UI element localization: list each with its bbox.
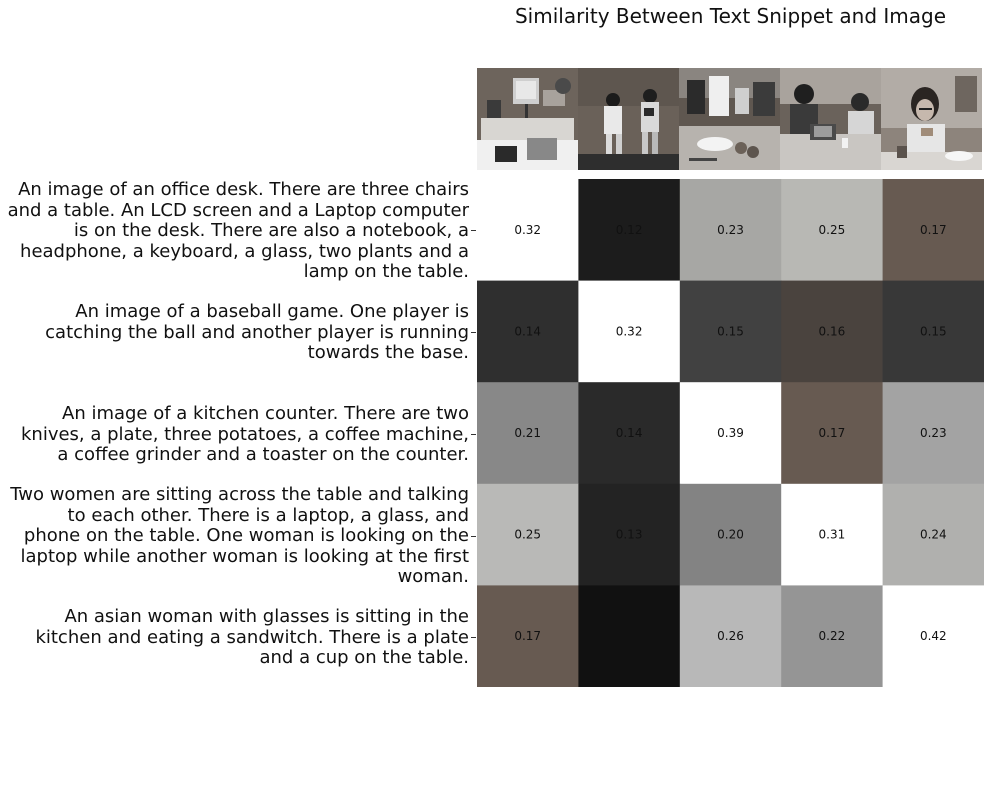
- heatmap-cell: [781, 179, 884, 282]
- heatmap-cell-value: 0.25: [514, 528, 541, 542]
- row-label-two-women: Two women are sitting across the table a…: [10, 484, 469, 587]
- heatmap-cell: [679, 179, 782, 282]
- heatmap-cell: [882, 382, 984, 485]
- heatmap-cell-value: 0.15: [920, 324, 947, 338]
- row-label-kitchen: An image of a kitchen counter. There are…: [20, 403, 469, 465]
- image-thumbnail-strip: [477, 68, 984, 170]
- heatmap-cell: [477, 179, 579, 282]
- heatmap-cell: [477, 585, 579, 687]
- heatmap-cell: [477, 382, 579, 485]
- heatmap-cell: [679, 585, 782, 687]
- heatmap-cell-value: 0.24: [920, 528, 947, 542]
- heatmap-cell: [882, 179, 984, 282]
- heatmap-cell: [882, 483, 984, 586]
- office-desk-photo: [477, 68, 578, 170]
- heatmap-cell: [679, 382, 782, 485]
- woman-eating-photo: [881, 68, 982, 170]
- heatmap-cell-value: 0.16: [819, 324, 846, 338]
- heatmap-cell-value: 0.12: [616, 223, 643, 237]
- heatmap-cell-value: 0.13: [616, 528, 643, 542]
- y-tick: [471, 637, 476, 638]
- heatmap-cell: [578, 585, 681, 687]
- heatmap-cell-value: 0.32: [514, 223, 541, 237]
- heatmap-cell-value: 0.21: [514, 426, 541, 440]
- heatmap-cell: [882, 280, 984, 383]
- heatmap-cell-value: 0.23: [717, 223, 744, 237]
- y-tick: [471, 332, 476, 333]
- heatmap-cell-value: 0.17: [819, 426, 846, 440]
- heatmap-cell: [679, 280, 782, 383]
- heatmap-cell-value: 0.39: [717, 426, 744, 440]
- heatmap-cell: [781, 382, 884, 485]
- row-label-asian-woman: An asian woman with glasses is sitting i…: [35, 606, 469, 668]
- heatmap-cell-value: 0.32: [616, 324, 643, 338]
- heatmap-cell-value: 0.23: [920, 426, 947, 440]
- heatmap-cell-value: 0.42: [920, 629, 947, 643]
- heatmap-cell-value: 0.26: [717, 629, 744, 643]
- heatmap-cell-value: 0.17: [514, 629, 541, 643]
- row-label-baseball: An image of a baseball game. One player …: [45, 301, 469, 363]
- heatmap-cell-value: 0.31: [819, 528, 846, 542]
- row-label-office-desk: An image of an office desk. There are th…: [7, 179, 469, 282]
- heatmap-cell: [578, 179, 681, 282]
- heatmap-cell: [578, 483, 681, 586]
- heatmap-cell-value: 0.14: [514, 324, 541, 338]
- heatmap-cell: [477, 483, 579, 586]
- heatmap-cell: [781, 483, 884, 586]
- heatmap-cell-value: 0.17: [920, 223, 947, 237]
- heatmap-cell-value: 0.20: [717, 528, 744, 542]
- heatmap-cell-value: 0.25: [819, 223, 846, 237]
- heatmap-cell-value: 0.22: [819, 629, 846, 643]
- heatmap-cell: [882, 585, 984, 687]
- chart-title: Similarity Between Text Snippet and Imag…: [514, 4, 947, 28]
- heatmap-cell: [477, 280, 579, 383]
- heatmap-cell: [578, 382, 681, 485]
- kitchen-counter-photo: [679, 68, 780, 170]
- y-tick: [471, 434, 476, 435]
- heatmap-cell: [578, 280, 681, 383]
- y-tick: [471, 230, 476, 231]
- heatmap-cell-value: 0.15: [717, 324, 744, 338]
- heatmap-cell: [781, 280, 884, 383]
- heatmap-cell: [781, 585, 884, 687]
- similarity-heatmap: 0.32 0.12 0.23 0.25 0.17 0.14 0.32 0.15 0.16 0.15…: [477, 179, 984, 687]
- heatmap-cell: [679, 483, 782, 586]
- baseball-photo: [578, 68, 679, 170]
- y-tick: [471, 536, 476, 537]
- heatmap-cell-value: 0.14: [616, 426, 643, 440]
- two-women-photo: [780, 68, 881, 170]
